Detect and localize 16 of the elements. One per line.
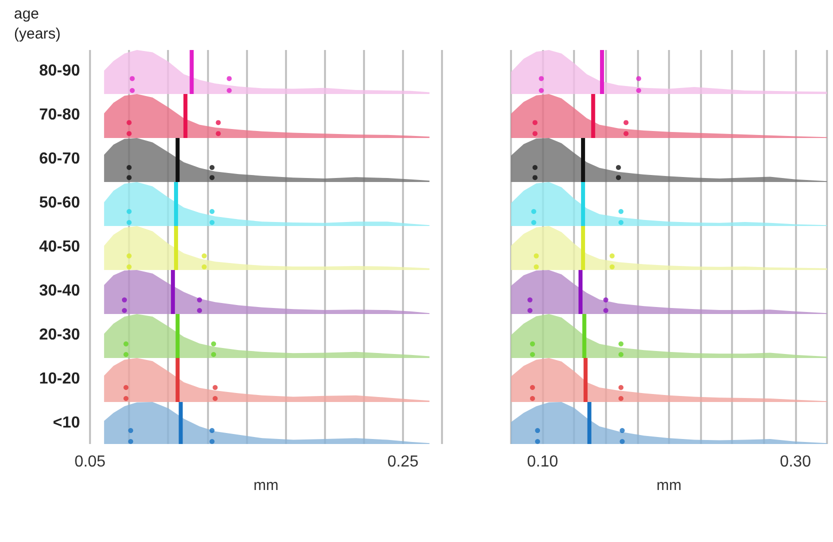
y-axis-title: 30-40 (39, 282, 80, 300)
y-axis-title: <10 (52, 414, 80, 432)
x-axis-title: mm (656, 477, 682, 494)
y-axis-title: 50-60 (39, 194, 80, 212)
x-tick-label: 0.30 (780, 454, 812, 470)
x-tick-label: 0.25 (387, 454, 419, 470)
x-axis-title: mm (254, 477, 278, 494)
text: age (years) (14, 6, 61, 42)
y-axis-title: 60-70 (39, 150, 80, 168)
y-axis-title: 40-50 (39, 238, 80, 256)
y-axis-title: 70-80 (39, 106, 80, 124)
y-axis-title: 80-90 (39, 62, 80, 80)
y-axis-title: 20-30 (39, 326, 80, 344)
y-axis-title: 10-20 (39, 370, 80, 388)
x-tick-label: 0.10 (527, 454, 558, 470)
x-tick-label: 0.05 (74, 454, 106, 470)
